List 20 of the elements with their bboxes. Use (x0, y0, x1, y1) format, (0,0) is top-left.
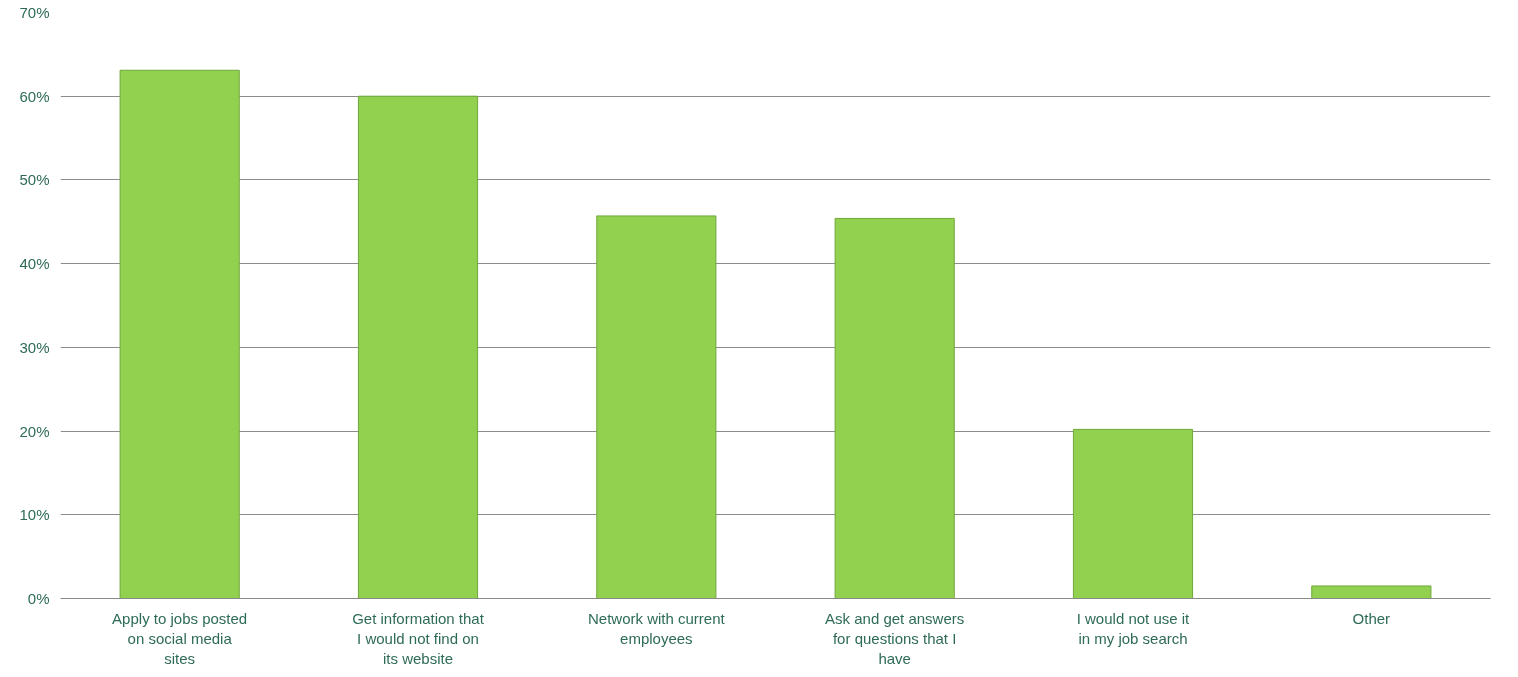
x-tick-label: Get information that I would not find on its website (352, 609, 485, 668)
bar (1311, 585, 1432, 599)
x-tick-label: Network with current employees (587, 609, 726, 647)
y-tick-label: 70% (19, 4, 50, 21)
y-tick-label: 30% (19, 338, 50, 356)
x-tick-label: Apply to jobs posted on social media sites (112, 609, 248, 668)
y-tick-label: 40% (19, 255, 50, 273)
x-tick-label: Ask and get answers for questions that I have (825, 609, 965, 668)
bar (596, 215, 717, 599)
y-tick-label: 20% (19, 422, 50, 440)
y-tick-label: 60% (19, 87, 50, 105)
y-tick-label: 10% (19, 506, 50, 524)
x-tick-label: Other (1352, 609, 1391, 627)
bar (119, 69, 240, 599)
bar (357, 95, 479, 599)
bar (1072, 428, 1194, 599)
y-tick-label: 0% (27, 590, 50, 607)
x-tick-label: I would not use it in my job search (1076, 609, 1191, 647)
bar (834, 217, 955, 599)
y-tick-label: 50% (19, 171, 50, 189)
